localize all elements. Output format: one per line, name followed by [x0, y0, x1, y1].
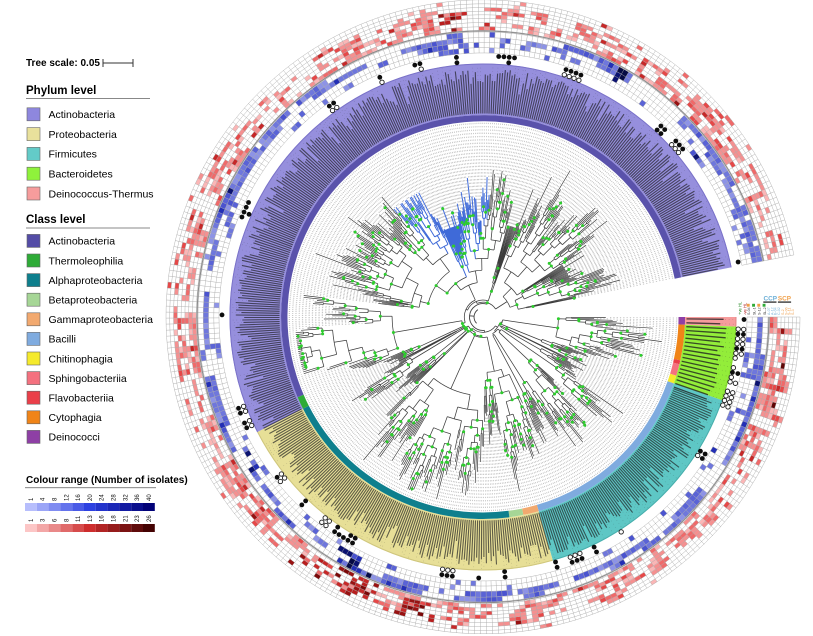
svg-text:CCP: CCP [764, 295, 778, 302]
svg-text:3: 3 [41, 518, 47, 522]
svg-text:8: 8 [64, 518, 70, 522]
svg-text:8: 8 [53, 497, 59, 501]
svg-text:Bacteroidetes: Bacteroidetes [49, 169, 113, 181]
svg-text:13: 13 [88, 515, 94, 522]
svg-text:Deinococci: Deinococci [49, 432, 100, 444]
svg-text:Tree scale: 0.05: Tree scale: 0.05 [26, 58, 100, 69]
svg-text:-ve HL: -ve HL [743, 302, 748, 315]
svg-text:A-07: A-07 [767, 307, 771, 315]
svg-text:SCP: SCP [778, 295, 792, 302]
svg-text:Deinococcus-Thermus: Deinococcus-Thermus [49, 188, 154, 200]
svg-text:S-2: S-2 [781, 309, 785, 315]
svg-text:SL-1: SL-1 [752, 307, 756, 315]
svg-text:28: 28 [112, 494, 118, 501]
svg-text:C-02: C-02 [777, 307, 781, 315]
svg-text:Gammaproteobacteria: Gammaproteobacteria [49, 314, 154, 326]
svg-text:18: 18 [112, 515, 118, 522]
svg-text:16: 16 [100, 515, 106, 522]
svg-text:20: 20 [88, 494, 94, 501]
svg-text:1: 1 [29, 497, 35, 501]
svg-text:Actinobacteria: Actinobacteria [49, 109, 116, 121]
svg-text:1: 1 [29, 518, 35, 522]
svg-text:Proteobacteria: Proteobacteria [49, 129, 117, 141]
svg-text:B-04: B-04 [774, 307, 778, 315]
svg-text:S-04: S-04 [747, 307, 751, 315]
svg-text:11: 11 [76, 515, 82, 522]
svg-text:36: 36 [135, 494, 141, 501]
svg-text:S-11: S-11 [788, 308, 792, 315]
svg-text:A-12: A-12 [770, 307, 774, 315]
svg-text:Bacilli: Bacilli [49, 334, 76, 346]
svg-text:12: 12 [64, 494, 70, 501]
svg-text:S-12: S-12 [758, 307, 762, 315]
svg-text:Thermoleophilia: Thermoleophilia [49, 255, 124, 267]
svg-text:Betaproteobacteria: Betaproteobacteria [49, 295, 138, 307]
svg-text:S-06: S-06 [784, 307, 788, 315]
svg-text:Class level: Class level [26, 214, 85, 226]
svg-text:4: 4 [41, 497, 47, 501]
svg-text:S-3: S-3 [791, 309, 795, 315]
svg-text:16: 16 [76, 494, 82, 501]
svg-text:Colour range (Number of isolat: Colour range (Number of isolates) [26, 475, 188, 486]
svg-text:6: 6 [53, 518, 59, 522]
svg-text:Cytophagia: Cytophagia [49, 412, 102, 424]
svg-text:SL-2: SL-2 [763, 307, 767, 315]
svg-text:+ve HL: +ve HL [738, 301, 743, 315]
svg-text:Actinobacteria: Actinobacteria [49, 236, 116, 248]
svg-text:23: 23 [135, 515, 141, 522]
svg-text:Sphingobacteriia: Sphingobacteriia [49, 373, 127, 385]
svg-text:32: 32 [123, 494, 129, 501]
svg-text:Phylum level: Phylum level [26, 85, 96, 97]
svg-text:Flavobacteriia: Flavobacteriia [49, 393, 115, 405]
svg-text:26: 26 [147, 515, 153, 522]
svg-text:40: 40 [147, 494, 153, 501]
svg-text:24: 24 [100, 494, 106, 501]
svg-text:Alphaproteobacteria: Alphaproteobacteria [49, 275, 143, 287]
svg-text:Chitinophagia: Chitinophagia [49, 353, 113, 365]
svg-text:Firmicutes: Firmicutes [49, 149, 97, 161]
svg-text:21: 21 [123, 515, 129, 522]
